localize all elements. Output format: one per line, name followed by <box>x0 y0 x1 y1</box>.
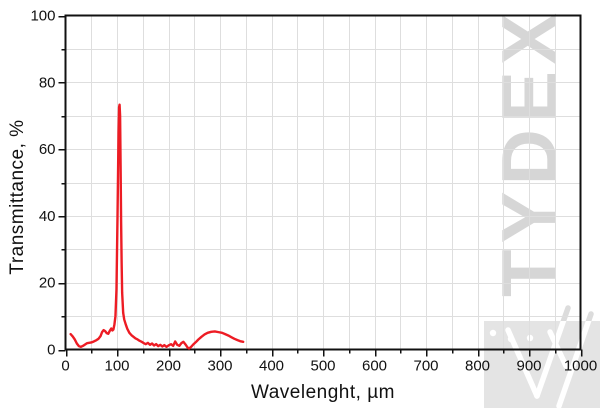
svg-text:40: 40 <box>39 208 56 225</box>
svg-text:700: 700 <box>413 358 438 375</box>
svg-text:0: 0 <box>47 342 55 359</box>
svg-text:600: 600 <box>362 358 387 375</box>
svg-text:900: 900 <box>516 358 541 375</box>
svg-text:60: 60 <box>39 141 56 158</box>
x-axis-title: Wavelenght, µm <box>251 382 395 403</box>
axis-ticks <box>58 15 583 357</box>
svg-text:400: 400 <box>259 358 284 375</box>
svg-text:100: 100 <box>30 8 55 25</box>
svg-text:500: 500 <box>310 358 335 375</box>
y-axis-title: Transmittance, % <box>7 119 28 274</box>
svg-text:800: 800 <box>465 358 490 375</box>
svg-text:0: 0 <box>61 358 69 375</box>
svg-text:200: 200 <box>156 358 181 375</box>
svg-text:80: 80 <box>39 74 56 91</box>
svg-text:300: 300 <box>207 358 232 375</box>
svg-text:1000: 1000 <box>564 358 597 375</box>
y-tick-labels: 0 20 40 60 80 100 <box>30 8 55 359</box>
svg-text:100: 100 <box>104 358 129 375</box>
svg-text:20: 20 <box>39 275 56 292</box>
transmittance-curve <box>69 103 245 350</box>
plot-frame <box>64 14 582 351</box>
grid-lines <box>65 15 581 350</box>
x-tick-labels: 0 100 200 300 400 500 600 700 800 900 1000 <box>61 358 597 375</box>
